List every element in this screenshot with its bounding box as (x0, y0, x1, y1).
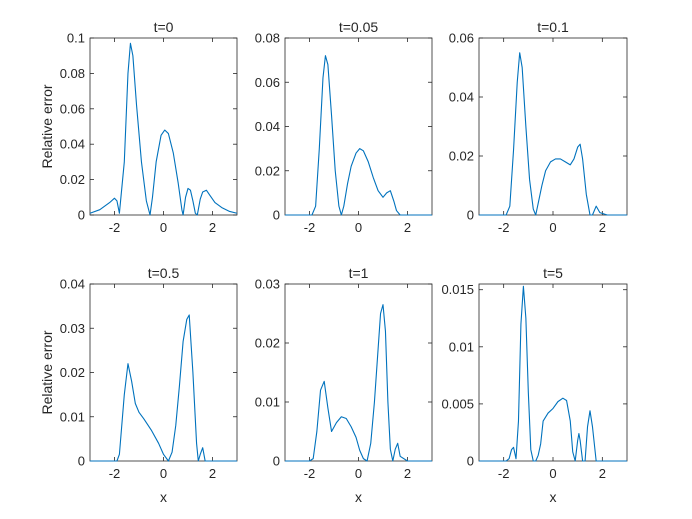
x-tick-label: 0 (160, 466, 167, 481)
y-tick-label: 0.03 (255, 277, 280, 292)
x-axis-label: x (355, 489, 362, 505)
y-tick-label: 0 (467, 208, 474, 223)
subplot-2: -2 0 2 0 0.02 0.04 0.06 0.08 t=0.05 (255, 19, 433, 235)
y-tick-label: 0.04 (60, 277, 85, 292)
y-tick-label: 0 (78, 208, 85, 223)
axes-box (89, 37, 238, 216)
x-tick-label: 2 (599, 466, 606, 481)
y-tick-label: 0.01 (449, 339, 474, 354)
x-tick-label: -2 (304, 466, 316, 481)
x-tick-label: -2 (109, 220, 121, 235)
y-tick-label: 0.02 (60, 365, 85, 380)
axes-box (89, 283, 238, 462)
y-tick-label: 0.02 (255, 336, 280, 351)
y-tick-label: 0.08 (60, 66, 85, 81)
y-axis-label: Relative error (39, 84, 55, 168)
x-tick-label: 0 (355, 220, 362, 235)
data-line (479, 52, 627, 216)
x-tick-label: 2 (209, 220, 216, 235)
y-tick-label: 0.04 (449, 90, 474, 105)
x-tick-label: -2 (498, 466, 510, 481)
panel-title: t=0.5 (148, 265, 180, 281)
y-tick-label: 0.04 (255, 119, 280, 134)
y-tick-label: 0 (273, 454, 280, 469)
data-line (90, 314, 237, 462)
x-tick-label: 2 (599, 220, 606, 235)
axes-box (284, 37, 433, 216)
y-tick-label: 0.06 (255, 75, 280, 90)
x-tick-label: 0 (549, 220, 556, 235)
subplot-6: -2 0 2 0 0.005 0.01 0.015 t=5 x (441, 265, 628, 505)
axes-box (284, 283, 433, 462)
x-tick-label: -2 (109, 466, 121, 481)
data-line (285, 55, 432, 216)
panel-title: t=0.1 (537, 19, 569, 35)
y-tick-label: 0.015 (441, 282, 474, 297)
y-tick-label: 0 (467, 454, 474, 469)
y-tick-label: 0.06 (60, 101, 85, 116)
x-axis-label: x (160, 489, 167, 505)
y-tick-label: 0.04 (60, 137, 85, 152)
y-axis-label: Relative error (39, 330, 55, 414)
axes-box (478, 37, 628, 216)
x-tick-label: -2 (304, 220, 316, 235)
y-tick-label: 0 (78, 454, 85, 469)
axes-box (478, 283, 628, 462)
data-line (285, 304, 432, 462)
subplot-5: -2 0 2 0 0.01 0.02 0.03 t=1 x (255, 265, 433, 505)
subplot-1: -2 0 2 0 0.02 0.04 0.06 0.08 0.1 t=0 Relative erro… (39, 19, 238, 235)
y-tick-label: 0.1 (67, 31, 85, 46)
panel-title: t=5 (543, 265, 563, 281)
y-tick-label: 0.005 (441, 396, 474, 411)
data-line (89, 42, 238, 216)
x-tick-label: 2 (404, 220, 411, 235)
x-tick-label: 2 (404, 466, 411, 481)
x-tick-label: 0 (355, 466, 362, 481)
x-tick-label: 0 (160, 220, 167, 235)
panel-title: t=0 (154, 19, 174, 35)
y-tick-label: 0.02 (60, 172, 85, 187)
y-tick-label: 0.03 (60, 321, 85, 336)
subplot-3: -2 0 2 0 0.02 0.04 0.06 t=0.1 (449, 19, 628, 235)
y-tick-label: 0.06 (449, 31, 474, 46)
x-tick-label: 2 (209, 466, 216, 481)
subplot-4: -2 0 2 0 0.01 0.02 0.03 0.04 t=0.5 x Relative erro… (39, 265, 238, 505)
panel-title: t=0.05 (339, 19, 379, 35)
y-tick-label: 0.02 (255, 163, 280, 178)
panel-title: t=1 (349, 265, 369, 281)
y-tick-label: 0.01 (255, 395, 280, 410)
x-tick-label: 0 (549, 466, 556, 481)
y-tick-label: 0.01 (60, 409, 85, 424)
y-tick-label: 0.08 (255, 31, 280, 46)
x-tick-label: -2 (498, 220, 510, 235)
y-tick-label: 0 (273, 208, 280, 223)
x-axis-label: x (550, 489, 557, 505)
y-tick-label: 0.02 (449, 149, 474, 164)
data-line (479, 285, 627, 462)
